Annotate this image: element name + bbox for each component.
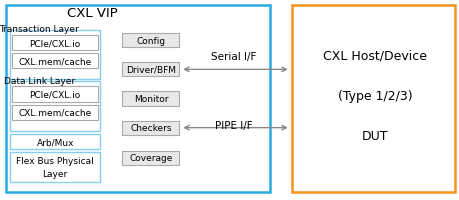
FancyBboxPatch shape <box>6 6 269 192</box>
FancyBboxPatch shape <box>122 151 179 165</box>
Text: (Type 1/2/3): (Type 1/2/3) <box>337 90 411 102</box>
Text: Serial I/F: Serial I/F <box>211 52 256 62</box>
Text: CXL Host/Device: CXL Host/Device <box>322 50 426 62</box>
Text: Monitor: Monitor <box>134 95 168 103</box>
Text: Config: Config <box>136 37 165 45</box>
FancyBboxPatch shape <box>10 135 100 149</box>
Text: PCle/CXL.io: PCle/CXL.io <box>29 39 81 48</box>
Text: Driver/BFM: Driver/BFM <box>126 66 175 74</box>
FancyBboxPatch shape <box>12 54 97 69</box>
Text: Data Link Layer: Data Link Layer <box>4 77 74 85</box>
Text: CXL.mem/cache: CXL.mem/cache <box>18 108 92 117</box>
FancyBboxPatch shape <box>122 34 179 48</box>
Text: CXL.mem/cache: CXL.mem/cache <box>18 57 92 66</box>
Text: Coverage: Coverage <box>129 154 172 162</box>
Text: Transaction Layer: Transaction Layer <box>0 25 79 33</box>
FancyBboxPatch shape <box>12 36 97 51</box>
FancyBboxPatch shape <box>122 63 179 77</box>
Text: CXL VIP: CXL VIP <box>67 7 117 19</box>
Text: PIPE I/F: PIPE I/F <box>214 120 252 130</box>
FancyBboxPatch shape <box>12 105 97 120</box>
FancyBboxPatch shape <box>10 31 100 80</box>
FancyBboxPatch shape <box>291 6 454 192</box>
FancyBboxPatch shape <box>12 87 97 102</box>
Text: Layer: Layer <box>43 170 67 178</box>
Text: PCle/CXL.io: PCle/CXL.io <box>29 90 81 99</box>
Text: Arb/Mux: Arb/Mux <box>36 137 74 146</box>
Text: DUT: DUT <box>361 130 387 142</box>
FancyBboxPatch shape <box>10 152 100 182</box>
FancyBboxPatch shape <box>122 92 179 106</box>
Text: Checkers: Checkers <box>130 124 171 132</box>
FancyBboxPatch shape <box>122 121 179 135</box>
FancyBboxPatch shape <box>10 82 100 131</box>
Text: Flex Bus Physical: Flex Bus Physical <box>16 157 94 165</box>
